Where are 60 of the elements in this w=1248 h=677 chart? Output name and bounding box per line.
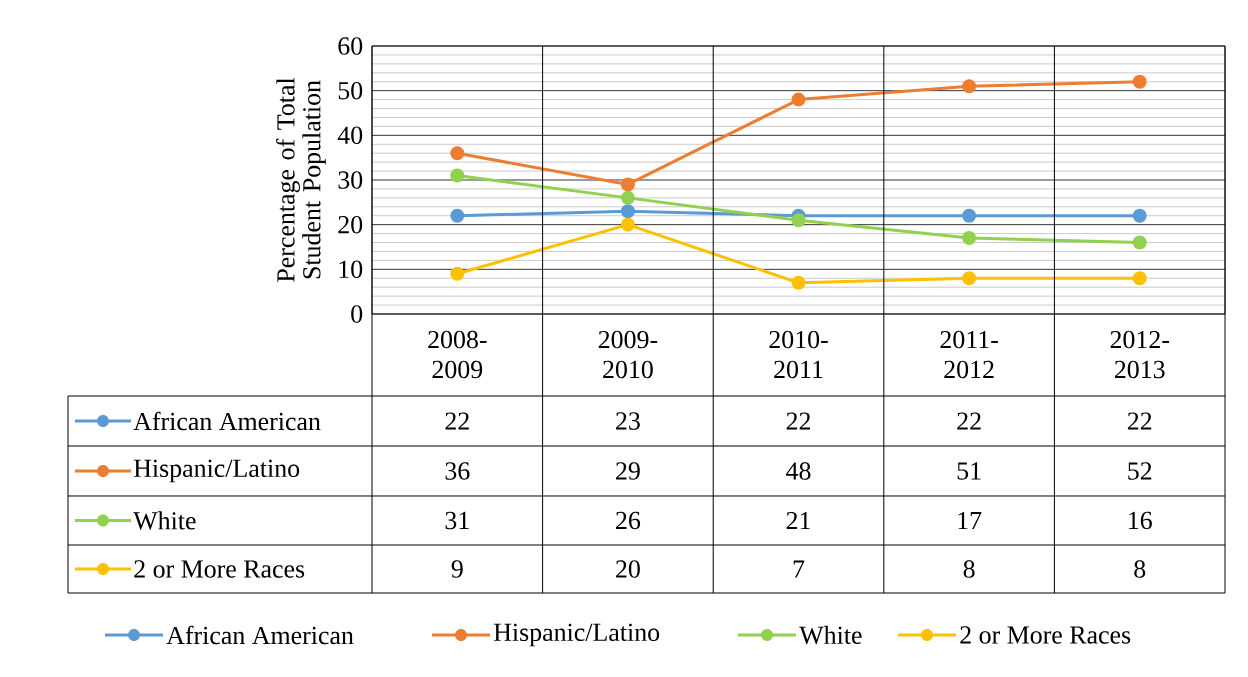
- point: [450, 146, 465, 161]
- x-tick-label: 2008-2009: [428, 330, 487, 379]
- point: [962, 271, 977, 286]
- data-label: 17: [958, 511, 982, 530]
- y-tick-label: 60: [338, 37, 363, 55]
- legend-label: African American: [133, 411, 321, 431]
- data-label: 48: [786, 462, 811, 480]
- data-label: 22: [786, 412, 811, 430]
- point: [791, 275, 806, 290]
- text: 2 or More Races: [960, 626, 1131, 644]
- y-tick-label: 40: [337, 126, 363, 145]
- data-label: 36: [445, 462, 470, 480]
- point: [620, 190, 635, 205]
- point: [1132, 74, 1147, 89]
- legend-label: White: [133, 511, 196, 530]
- y-tick-label: 20: [338, 215, 363, 234]
- data-label: 29: [616, 462, 640, 480]
- point: [450, 266, 465, 281]
- data-label: 16: [1129, 511, 1152, 530]
- x-tick-label: 2012-2013: [1110, 330, 1169, 379]
- y-axis-title: Percentage of Total Student Population: [276, 77, 326, 282]
- data-label: 26: [616, 511, 641, 530]
- y-tick-label: 10: [339, 260, 363, 279]
- text: Hispanic/Latino: [493, 623, 660, 647]
- legend-label: 2 or More Races: [134, 560, 305, 578]
- x-tick-label: 2009-2010: [598, 330, 658, 379]
- data-label: 31: [445, 511, 469, 530]
- point: [791, 213, 806, 228]
- data-label: 20: [616, 560, 640, 578]
- data-label: 23: [616, 412, 640, 430]
- point: [962, 231, 977, 246]
- data-label: 21: [786, 511, 810, 530]
- point: [791, 92, 806, 107]
- data-label: 8: [1134, 560, 1146, 578]
- data-label: 52: [1128, 462, 1152, 480]
- point: [962, 79, 977, 94]
- point: [1132, 271, 1147, 286]
- y-tick-label: 0: [351, 305, 363, 323]
- point: [962, 208, 977, 223]
- data-label: 9: [451, 560, 463, 578]
- data-label: 22: [957, 412, 981, 430]
- point: [450, 168, 465, 183]
- x-tick-label: 2010-2011: [769, 330, 828, 379]
- data-label: 22: [1127, 412, 1152, 430]
- data-label: 22: [445, 412, 469, 430]
- data-label: 7: [793, 560, 805, 578]
- point: [620, 217, 635, 232]
- point: [450, 208, 465, 223]
- legend-label: Hispanic/Latino: [133, 459, 300, 483]
- point: [1132, 235, 1147, 250]
- data-label: 8: [963, 560, 975, 578]
- point: [620, 204, 635, 219]
- y-tick-label: 30: [338, 171, 363, 189]
- data-label: 51: [957, 462, 981, 480]
- text: African American: [166, 625, 354, 645]
- point: [620, 177, 635, 192]
- point: [1132, 208, 1147, 223]
- text: White: [799, 625, 862, 645]
- y-tick-label: 50: [338, 81, 363, 100]
- x-tick-label: 2011-2012: [940, 330, 998, 379]
